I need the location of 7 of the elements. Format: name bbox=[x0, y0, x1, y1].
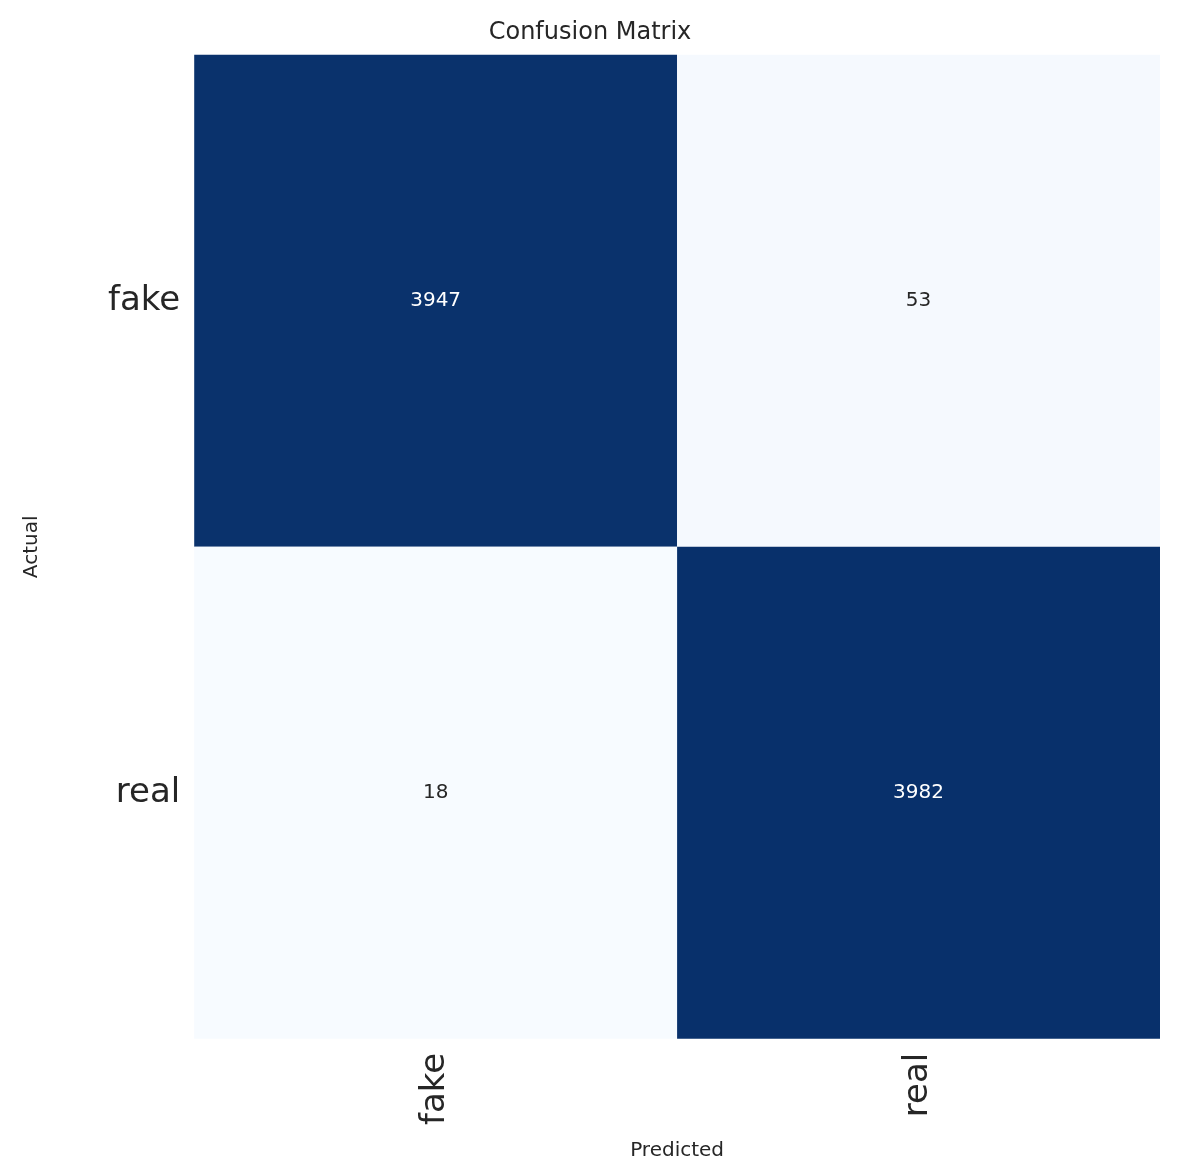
data-label: 53 bbox=[905, 287, 932, 311]
data-label: 3947 bbox=[410, 287, 462, 311]
chart-title: Confusion Matrix bbox=[488, 16, 692, 45]
data-label: 18 bbox=[422, 779, 449, 803]
data-label: 3982 bbox=[893, 779, 944, 803]
y-axis-title: Actual bbox=[18, 515, 43, 579]
x-axis-title: Predicted bbox=[630, 1137, 725, 1162]
